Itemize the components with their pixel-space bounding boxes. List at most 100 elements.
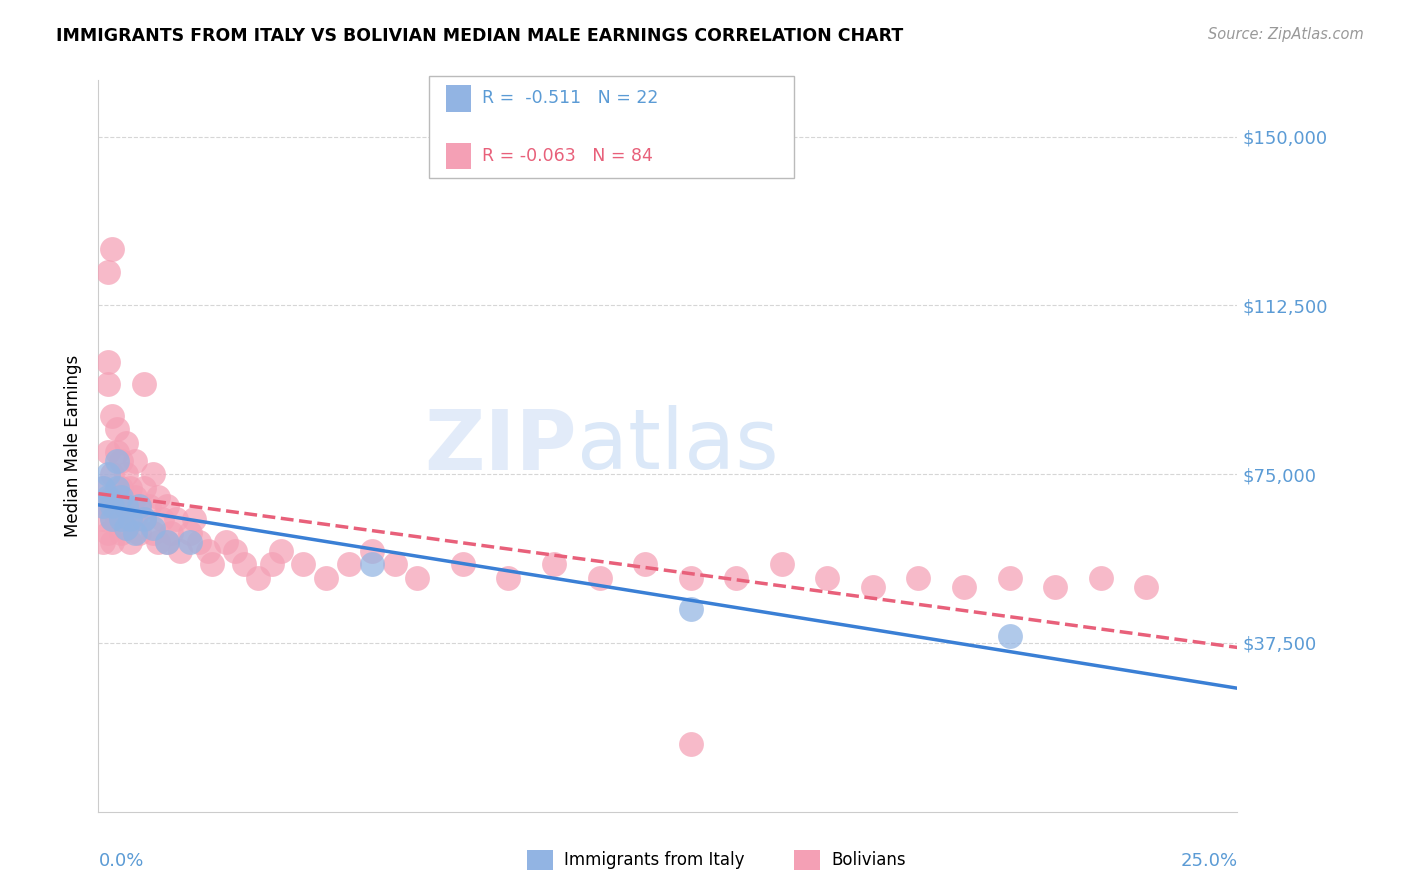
- Point: [96, 467, 118, 482]
- Point: [101, 512, 124, 526]
- Point: [156, 499, 179, 513]
- Point: [110, 453, 132, 467]
- Point: [1043, 580, 1066, 594]
- Point: [114, 435, 136, 450]
- Text: 0.0%: 0.0%: [98, 852, 143, 870]
- Point: [498, 571, 520, 585]
- Point: [91, 512, 114, 526]
- Point: [907, 571, 929, 585]
- Point: [114, 499, 136, 513]
- Point: [101, 467, 124, 482]
- Point: [169, 543, 191, 558]
- Point: [110, 481, 132, 495]
- Point: [124, 453, 146, 467]
- Y-axis label: Median Male Earnings: Median Male Earnings: [65, 355, 83, 537]
- Point: [156, 534, 179, 549]
- Point: [183, 512, 205, 526]
- Point: [114, 467, 136, 482]
- Point: [1090, 571, 1112, 585]
- Point: [128, 499, 150, 513]
- Point: [101, 512, 124, 526]
- Point: [128, 525, 150, 540]
- Point: [132, 481, 155, 495]
- Point: [120, 512, 142, 526]
- Point: [360, 543, 382, 558]
- Point: [96, 525, 118, 540]
- Point: [998, 571, 1021, 585]
- Text: IMMIGRANTS FROM ITALY VS BOLIVIAN MEDIAN MALE EARNINGS CORRELATION CHART: IMMIGRANTS FROM ITALY VS BOLIVIAN MEDIAN…: [56, 27, 904, 45]
- Point: [96, 499, 118, 513]
- Text: Source: ZipAtlas.com: Source: ZipAtlas.com: [1208, 27, 1364, 42]
- Point: [679, 737, 702, 751]
- Point: [770, 557, 793, 571]
- Point: [91, 534, 114, 549]
- Text: 25.0%: 25.0%: [1180, 852, 1237, 870]
- Point: [105, 453, 128, 467]
- Point: [91, 499, 114, 513]
- Text: atlas: atlas: [576, 406, 779, 486]
- Point: [105, 422, 128, 436]
- Point: [105, 512, 128, 526]
- Point: [101, 534, 124, 549]
- Point: [679, 571, 702, 585]
- Point: [815, 571, 838, 585]
- Point: [132, 512, 155, 526]
- Point: [588, 571, 610, 585]
- Text: Immigrants from Italy: Immigrants from Italy: [564, 851, 744, 869]
- Point: [114, 521, 136, 535]
- Point: [110, 525, 132, 540]
- Point: [124, 525, 146, 540]
- Point: [451, 557, 474, 571]
- Point: [128, 499, 150, 513]
- Point: [142, 467, 165, 482]
- Point: [110, 499, 132, 513]
- Point: [187, 534, 209, 549]
- Point: [146, 534, 169, 549]
- Point: [101, 499, 124, 513]
- Text: R =  -0.511   N = 22: R = -0.511 N = 22: [482, 89, 658, 107]
- Point: [201, 557, 224, 571]
- Point: [360, 557, 382, 571]
- Point: [114, 521, 136, 535]
- Point: [406, 571, 429, 585]
- Point: [110, 512, 132, 526]
- Point: [142, 521, 165, 535]
- Point: [132, 512, 155, 526]
- Text: Bolivians: Bolivians: [831, 851, 905, 869]
- Point: [156, 534, 179, 549]
- Point: [101, 490, 124, 504]
- Point: [96, 490, 118, 504]
- Point: [953, 580, 976, 594]
- Point: [114, 499, 136, 513]
- Point: [179, 525, 201, 540]
- Point: [124, 512, 146, 526]
- Point: [725, 571, 748, 585]
- Point: [110, 490, 132, 504]
- Point: [91, 499, 114, 513]
- Text: R = -0.063   N = 84: R = -0.063 N = 84: [482, 147, 654, 165]
- Point: [179, 534, 201, 549]
- Point: [120, 481, 142, 495]
- Point: [165, 512, 187, 526]
- Point: [120, 534, 142, 549]
- Point: [101, 409, 124, 423]
- Point: [96, 377, 118, 392]
- Point: [197, 543, 219, 558]
- Point: [105, 490, 128, 504]
- Point: [270, 543, 292, 558]
- Point: [260, 557, 283, 571]
- Point: [862, 580, 884, 594]
- Point: [96, 264, 118, 278]
- Point: [146, 490, 169, 504]
- Point: [233, 557, 256, 571]
- Point: [101, 242, 124, 256]
- Point: [634, 557, 657, 571]
- Point: [91, 481, 114, 495]
- Point: [96, 354, 118, 368]
- Point: [96, 444, 118, 458]
- Point: [142, 525, 165, 540]
- Point: [292, 557, 315, 571]
- Point: [150, 512, 173, 526]
- Point: [246, 571, 269, 585]
- Point: [384, 557, 406, 571]
